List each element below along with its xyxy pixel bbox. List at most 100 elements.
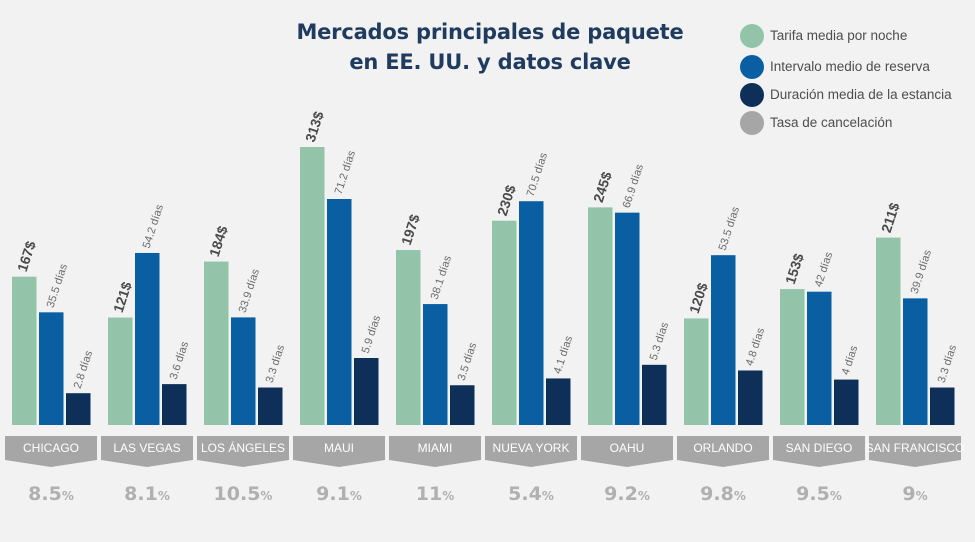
data-label-booking-window-san-francisco: 39.9 días: [909, 248, 935, 295]
category-tag-miami: [389, 436, 481, 467]
bar-stay-length-nueva-york: [546, 378, 571, 425]
bar-stay-length-orlando: [738, 370, 763, 425]
data-label-stay-length-chicago: 2.8 días: [72, 349, 96, 390]
data-label-rate-nueva-york: 230$: [494, 183, 519, 218]
bar-rate-san-francisco: [876, 237, 901, 425]
bar-booking-window-nueva-york: [519, 201, 544, 425]
data-label-rate-orlando: 120$: [686, 281, 711, 316]
data-label-rate-chicago: 167$: [14, 239, 39, 274]
bar-booking-window-san-francisco: [903, 298, 928, 425]
data-label-rate-miami: 197$: [398, 212, 423, 247]
category-tag-san-diego: [773, 436, 865, 467]
category-label-san-francisco: SAN FRANCISCO: [866, 441, 965, 455]
legend-swatch-rate: [740, 24, 764, 48]
category-tag-las-vegas: [101, 436, 193, 467]
data-label-booking-window-oahu: 66.9 días: [621, 162, 647, 209]
category-tag-orlando: [677, 436, 769, 467]
bar-stay-length-san-francisco: [930, 387, 955, 425]
data-label-rate-maui: 313$: [302, 109, 327, 144]
data-label-booking-window-orlando: 53.5 días: [717, 205, 743, 252]
data-label-booking-window-chicago: 35.5 días: [45, 262, 71, 309]
data-label-stay-length-orlando: 4.8 días: [744, 326, 768, 367]
bar-stay-length-maui: [354, 358, 379, 425]
cancellation-rate-san-francisco: 9%: [902, 483, 927, 505]
category-label-nueva-york: NUEVA YORK: [493, 441, 570, 455]
legend-label-booking-window: Intervalo medio de reserva: [770, 59, 930, 74]
bar-booking-window-miami: [423, 304, 448, 425]
data-label-stay-length-nueva-york: 4.1 días: [552, 334, 576, 375]
category-label-orlando: ORLANDO: [693, 441, 752, 455]
bar-rate-los-angeles: [204, 261, 229, 425]
category-tag-san-francisco: [869, 436, 961, 467]
data-label-stay-length-las-vegas: 3.6 días: [168, 340, 192, 381]
category-label-chicago: CHICAGO: [23, 441, 79, 455]
bar-booking-window-las-vegas: [135, 252, 160, 425]
bar-booking-window-maui: [327, 199, 352, 425]
legend-swatch-cancellation: [740, 111, 764, 135]
legend-swatch-stay-length: [740, 83, 764, 107]
category-label-maui: MAUI: [324, 441, 354, 455]
category-label-los-angeles: LOS ÁNGELES: [201, 440, 285, 455]
bar-booking-window-oahu: [615, 212, 640, 425]
data-label-stay-length-maui: 5.9 días: [360, 314, 384, 355]
data-label-stay-length-oahu: 5.3 días: [648, 320, 672, 361]
category-tag-maui: [293, 436, 385, 467]
bar-rate-orlando: [684, 318, 709, 425]
cancellation-rate-los-angeles: 10.5%: [214, 483, 273, 505]
data-label-rate-san-francisco: 211$: [878, 200, 903, 234]
cancellation-rate-oahu: 9.2%: [604, 483, 650, 505]
category-label-las-vegas: LAS VEGAS: [113, 441, 180, 455]
legend-label-stay-length: Duración media de la estancia: [770, 87, 952, 102]
data-label-stay-length-miami: 3.5 días: [456, 341, 480, 382]
data-label-booking-window-los-angeles: 33.9 días: [237, 267, 263, 314]
data-label-booking-window-maui: 71.2 días: [333, 149, 359, 196]
data-label-booking-window-las-vegas: 54.2 días: [141, 203, 167, 250]
bar-booking-window-san-diego: [807, 291, 832, 425]
bar-rate-san-diego: [780, 289, 805, 425]
data-label-stay-length-san-francisco: 3.3 días: [936, 343, 960, 384]
data-label-booking-window-nueva-york: 70.5 días: [525, 151, 551, 198]
bar-rate-las-vegas: [108, 317, 133, 425]
chart-title-line-2: en EE. UU. y datos clave: [349, 50, 631, 74]
bar-rate-chicago: [12, 276, 37, 425]
cancellation-rate-orlando: 9.8%: [700, 483, 746, 505]
category-tag-chicago: [5, 436, 97, 467]
data-label-rate-san-diego: 153$: [782, 251, 807, 286]
bar-stay-length-san-diego: [834, 379, 859, 425]
cancellation-rate-maui: 9.1%: [316, 483, 362, 505]
bar-rate-nueva-york: [492, 220, 517, 425]
category-tag-nueva-york: [485, 436, 577, 467]
data-label-rate-las-vegas: 121$: [110, 280, 135, 315]
data-label-rate-oahu: 245$: [590, 170, 615, 205]
chart-title-line-1: Mercados principales de paquete: [296, 20, 684, 44]
bar-stay-length-oahu: [642, 364, 667, 425]
bar-stay-length-las-vegas: [162, 384, 187, 425]
category-tag-los-angeles: [197, 436, 289, 467]
bar-booking-window-los-angeles: [231, 317, 256, 425]
bar-stay-length-chicago: [66, 393, 91, 425]
legend-swatch-booking-window: [740, 55, 764, 79]
bar-booking-window-chicago: [39, 312, 64, 425]
data-label-booking-window-miami: 38.1 días: [429, 254, 455, 301]
category-tag-oahu: [581, 436, 673, 467]
bar-booking-window-orlando: [711, 255, 736, 425]
bar-rate-oahu: [588, 207, 613, 425]
bar-stay-length-los-angeles: [258, 387, 283, 425]
data-label-stay-length-los-angeles: 3.3 días: [264, 343, 288, 384]
cancellation-rate-las-vegas: 8.1%: [124, 483, 170, 505]
bar-rate-miami: [396, 250, 421, 425]
legend-label-cancellation: Tasa de cancelación: [770, 115, 893, 130]
bar-rate-maui: [300, 147, 325, 425]
bar-stay-length-miami: [450, 385, 475, 425]
category-label-san-diego: SAN DIEGO: [786, 441, 853, 455]
data-label-stay-length-san-diego: 4 días: [840, 344, 861, 377]
legend-label-rate: Tarifa media por noche: [770, 28, 908, 43]
cancellation-rate-nueva-york: 5.4%: [508, 483, 554, 505]
category-label-oahu: OAHU: [610, 441, 645, 455]
cancellation-rate-san-diego: 9.5%: [796, 483, 842, 505]
cancellation-rate-chicago: 8.5%: [28, 483, 74, 505]
cancellation-rate-miami: 11%: [416, 483, 454, 505]
data-label-rate-los-angeles: 184$: [206, 224, 231, 259]
